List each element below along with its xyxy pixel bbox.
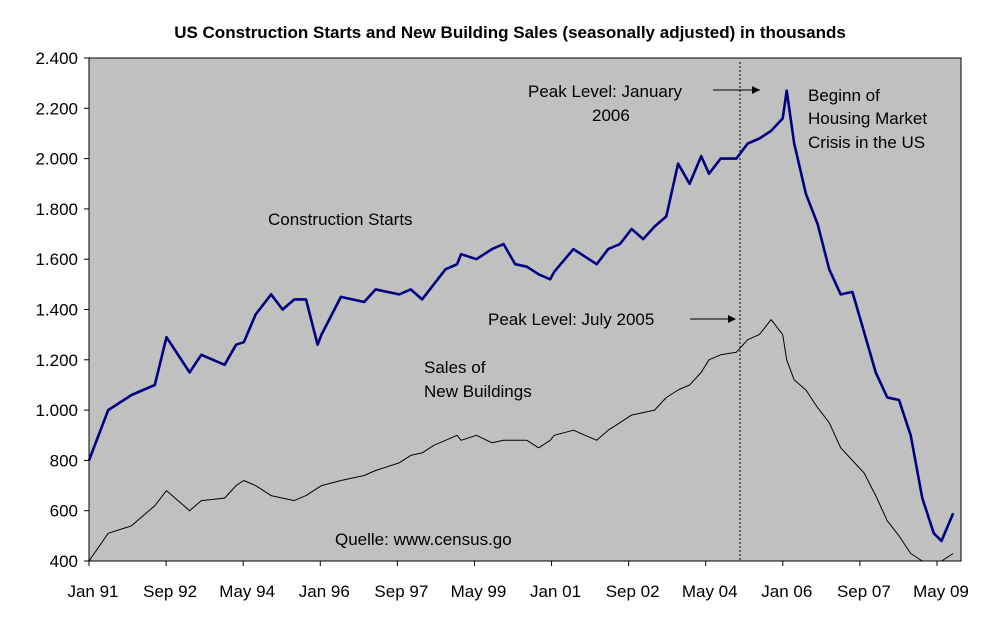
x-tick-label: May 09 (913, 582, 969, 601)
y-tick-label: 1.200 (35, 351, 78, 370)
y-tick-label: 1.800 (35, 200, 78, 219)
chart-title: US Construction Starts and New Building … (174, 23, 846, 42)
x-tick-label: May 94 (219, 582, 275, 601)
series-line-construction-starts (87, 89, 955, 543)
x-tick-label: Sep 07 (837, 582, 891, 601)
label-construction-starts: Construction Starts (268, 210, 413, 229)
annotation-crisis-line1: Beginn of (808, 86, 880, 105)
y-tick-label: 400 (50, 552, 78, 571)
series-group (87, 89, 955, 562)
annotation-peak-july: Peak Level: July 2005 (488, 310, 654, 329)
arrow-peak-january-head (752, 86, 760, 94)
label-sales-line2: New Buildings (424, 382, 532, 401)
x-tick-label: Jan 96 (299, 582, 350, 601)
y-tick-label: 1.400 (35, 301, 78, 320)
y-axis: 400 600 800 1.000 1.200 1.400 1.600 1.800 2.000 2… (35, 49, 89, 571)
x-tick-label: Jan 06 (761, 582, 812, 601)
y-tick-label: 800 (50, 451, 78, 470)
y-tick-label: 600 (50, 502, 78, 521)
y-tick-label: 1.000 (35, 401, 78, 420)
arrow-peak-july-head (728, 315, 736, 323)
x-tick-label: Jan 91 (67, 582, 118, 601)
annotation-crisis-line2: Housing Market (808, 109, 927, 128)
annotation-peak-january: Peak Level: January (528, 82, 683, 101)
annotation-crisis-line3: Crisis in the US (808, 133, 925, 152)
x-tick-label: Sep 02 (606, 582, 660, 601)
x-tick-label: Jan 01 (530, 582, 581, 601)
annotation-peak-january-year: 2006 (592, 106, 630, 125)
series-line-sales-new-buildings (88, 319, 954, 562)
y-tick-label: 2.000 (35, 150, 78, 169)
label-sales-line1: Sales of (424, 358, 486, 377)
y-tick-label: 1.600 (35, 250, 78, 269)
x-tick-label: May 04 (682, 582, 738, 601)
x-tick-label: May 99 (451, 582, 507, 601)
y-tick-label: 2.400 (35, 49, 78, 68)
source-note: Quelle: www.census.go (335, 530, 512, 549)
x-tick-label: Sep 92 (143, 582, 197, 601)
x-tick-label: Sep 97 (374, 582, 428, 601)
plot-area (88, 57, 962, 562)
y-tick-label: 2.200 (35, 99, 78, 118)
x-axis: Jan 91 Sep 92 May 94 Jan 96 Sep 97 May 99 Jan … (67, 561, 969, 601)
